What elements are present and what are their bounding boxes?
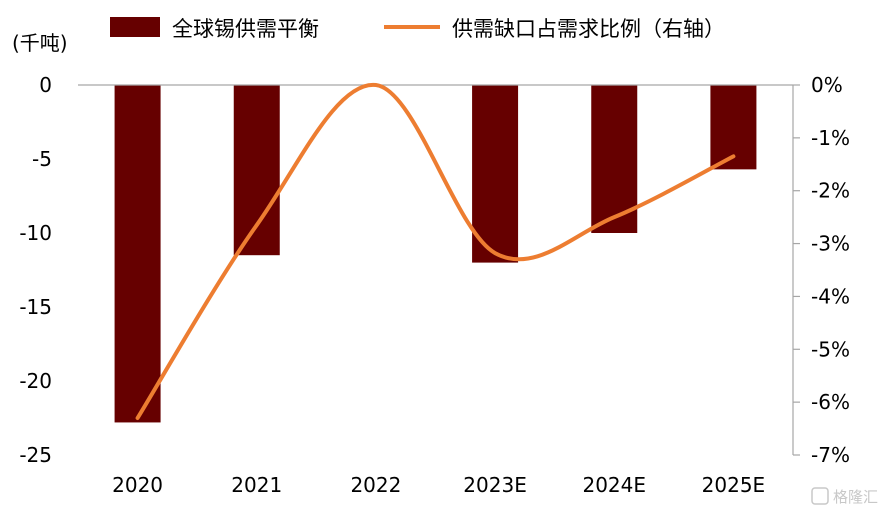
bar-2020: [114, 85, 161, 423]
right-axis: 0% -1% -2% -3% -4% -5% -6% -7%: [792, 73, 850, 467]
line-series: [135, 82, 736, 420]
right-tick-label: -7%: [811, 443, 850, 467]
bar-2023E: [472, 85, 519, 263]
right-tick-label: -2%: [811, 179, 850, 203]
left-axis-ticks: 0 -5 -10 -15 -20 -25: [19, 73, 52, 467]
x-label-2022: 2022: [350, 473, 401, 497]
x-label-2024E: 2024E: [582, 473, 646, 497]
right-tick-label: -6%: [811, 390, 850, 414]
gap-ratio-line: [135, 82, 736, 420]
x-label-2020: 2020: [112, 473, 163, 497]
x-label-2025E: 2025E: [702, 473, 766, 497]
y-axis-unit-label: (千吨): [12, 31, 68, 55]
watermark-logo-icon: [811, 487, 829, 505]
watermark-text: 格隆汇: [833, 488, 878, 506]
x-label-2023E: 2023E: [463, 473, 527, 497]
x-label-2021: 2021: [231, 473, 282, 497]
x-axis-labels: 2020 2021 2022 2023E 2024E 2025E: [112, 473, 765, 497]
right-tick-label: -3%: [811, 232, 850, 256]
legend-bar-label: 全球锡供需平衡: [172, 17, 319, 41]
left-tick-label: -20: [19, 369, 52, 393]
bar-2021: [233, 85, 280, 256]
right-tick-label: 0%: [811, 73, 843, 97]
bar-series: [114, 85, 757, 423]
legend: 全球锡供需平衡 供需缺口占需求比例（右轴）: [110, 17, 725, 41]
left-tick-label: 0: [39, 73, 52, 97]
left-tick-label: -15: [19, 295, 52, 319]
right-tick-label: -1%: [811, 126, 850, 150]
right-tick-label: -4%: [811, 284, 850, 308]
right-tick-label: -5%: [811, 337, 850, 361]
watermark: 格隆汇: [811, 487, 878, 506]
legend-line-label: 供需缺口占需求比例（右轴）: [452, 17, 725, 41]
left-tick-label: -25: [19, 443, 52, 467]
left-tick-label: -10: [19, 221, 52, 245]
legend-bar-swatch: [110, 17, 160, 37]
left-tick-label: -5: [32, 147, 52, 171]
